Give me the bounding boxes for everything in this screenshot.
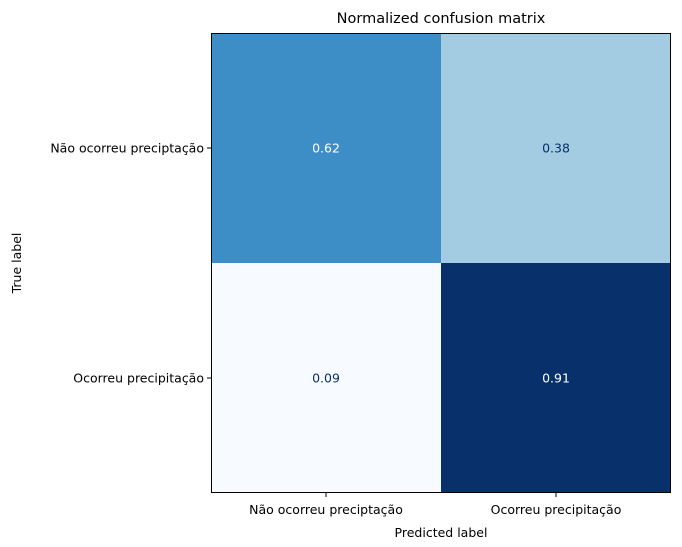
y-tick-label-1: Ocorreu precipitação (73, 371, 204, 386)
matrix-cell-0-1 (441, 33, 671, 263)
cell-value-label-0-0: 0.62 (312, 141, 340, 156)
matrix-cell-1-0 (211, 263, 441, 493)
y-axis-label: True label (9, 233, 24, 295)
y-tick-label-0: Não ocorreu preciptação (50, 141, 204, 156)
plot-frame (211, 33, 671, 493)
x-tick-label-0: Não ocorreu preciptação (249, 502, 403, 517)
cell-value-labels: 0.62 0.38 0.09 0.91 (312, 141, 570, 386)
matrix-cells (211, 33, 671, 493)
chart-title: Normalized confusion matrix (337, 11, 546, 27)
y-axis-ticks: Não ocorreu preciptação Ocorreu precipita… (50, 141, 211, 386)
cell-value-label-1-1: 0.91 (542, 371, 570, 386)
x-axis-label: Predicted label (395, 525, 488, 540)
x-tick-label-1: Ocorreu precipitação (491, 502, 622, 517)
matrix-cell-0-0 (211, 33, 441, 263)
matrix-cell-1-1 (441, 263, 671, 493)
x-axis-ticks: Não ocorreu preciptação Ocorreu precipita… (249, 493, 621, 517)
cell-value-label-1-0: 0.09 (312, 371, 340, 386)
cell-value-label-0-1: 0.38 (542, 141, 570, 156)
